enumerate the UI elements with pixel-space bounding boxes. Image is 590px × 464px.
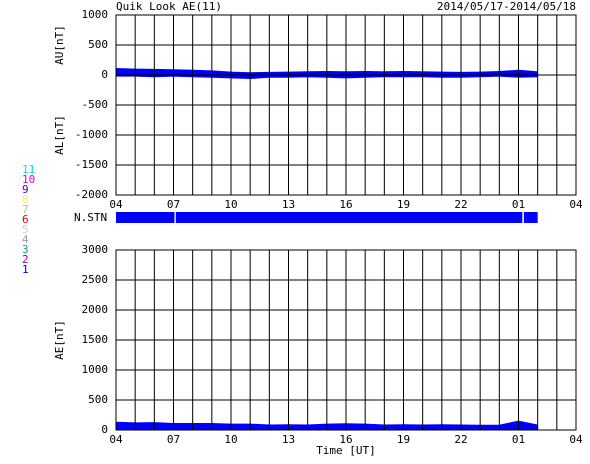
y-tick-label: 0 bbox=[101, 423, 108, 436]
x-tick-label: 01 bbox=[512, 198, 525, 211]
y-tick-label: 2500 bbox=[82, 273, 109, 286]
x-axis-label: Time [UT] bbox=[316, 444, 376, 457]
x-tick-label: 04 bbox=[569, 433, 583, 446]
y-tick-label: -500 bbox=[82, 98, 109, 111]
station-legend-label: 3 bbox=[22, 243, 29, 256]
station-legend-label: 5 bbox=[22, 223, 29, 236]
y-tick-label: 500 bbox=[88, 38, 108, 51]
station-legend-label: 6 bbox=[22, 213, 29, 226]
y-tick-label: 1500 bbox=[82, 333, 109, 346]
plot-frame bbox=[115, 14, 577, 196]
x-tick-label: 19 bbox=[397, 198, 410, 211]
x-tick-label: 22 bbox=[454, 433, 467, 446]
station-legend-label: 1 bbox=[22, 263, 29, 276]
x-tick-label: 10 bbox=[224, 433, 237, 446]
n-stn-bar bbox=[116, 212, 175, 223]
y-tick-label: -1500 bbox=[75, 158, 108, 171]
x-tick-label: 07 bbox=[167, 198, 180, 211]
y-tick-label: 1000 bbox=[82, 8, 109, 21]
n-stn-bar bbox=[523, 212, 538, 223]
date-range: 2014/05/17-2014/05/18 bbox=[437, 0, 576, 13]
x-tick-label: 04 bbox=[569, 198, 583, 211]
y-tick-label: -1000 bbox=[75, 128, 108, 141]
x-tick-label: 13 bbox=[282, 198, 295, 211]
x-tick-label: 19 bbox=[397, 433, 410, 446]
y-axis-label: AU[nT] bbox=[53, 25, 66, 65]
x-tick-label: 07 bbox=[167, 433, 180, 446]
y-tick-label: 3000 bbox=[82, 243, 109, 256]
y-tick-label: 1000 bbox=[82, 363, 109, 376]
x-tick-label: 16 bbox=[339, 198, 352, 211]
chart-title: Quik Look AE(11) bbox=[116, 0, 222, 13]
station-legend-label: 10 bbox=[22, 173, 35, 186]
y-tick-label: 500 bbox=[88, 393, 108, 406]
y-tick-label: 2000 bbox=[82, 303, 109, 316]
x-tick-label: 16 bbox=[339, 433, 352, 446]
x-tick-label: 04 bbox=[109, 198, 123, 211]
x-tick-label: 04 bbox=[109, 433, 123, 446]
x-tick-label: 22 bbox=[454, 198, 467, 211]
x-tick-label: 01 bbox=[512, 433, 525, 446]
y-axis-label: AL[nT] bbox=[53, 115, 66, 155]
station-legend-label: 2 bbox=[22, 253, 29, 266]
n-stn-bar bbox=[175, 212, 523, 223]
station-legend-label: 4 bbox=[22, 233, 29, 246]
x-tick-label: 10 bbox=[224, 198, 237, 211]
y-axis-label: AE[nT] bbox=[53, 320, 66, 360]
plot-frame bbox=[115, 249, 577, 431]
n-stn-label: N.STN bbox=[74, 211, 107, 224]
y-tick-label: -2000 bbox=[75, 188, 108, 201]
station-legend-label: 9 bbox=[22, 183, 29, 196]
station-legend-label: 11 bbox=[22, 163, 35, 176]
x-tick-label: 13 bbox=[282, 433, 295, 446]
station-legend-label: 7 bbox=[22, 203, 29, 216]
y-tick-label: 0 bbox=[101, 68, 108, 81]
station-legend-label: 8 bbox=[22, 193, 29, 206]
